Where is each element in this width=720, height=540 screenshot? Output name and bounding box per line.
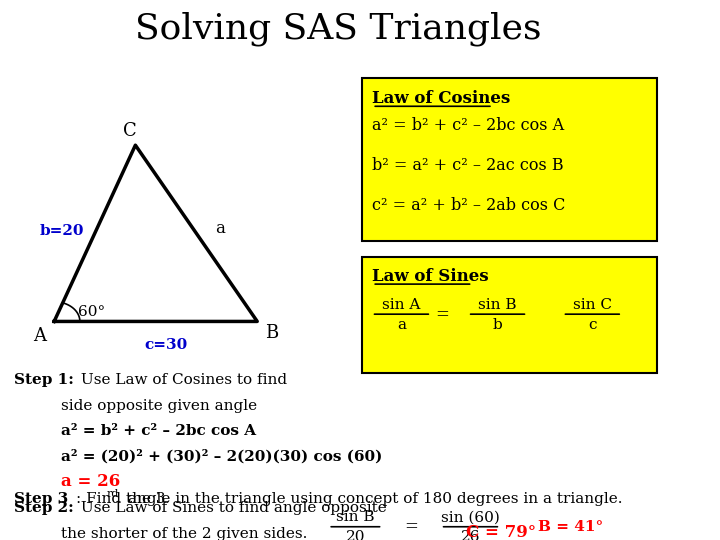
Text: a² = (20)² + (30)² – 2(20)(30) cos (60): a² = (20)² + (30)² – 2(20)(30) cos (60) [61,449,382,463]
Text: c: c [588,318,597,332]
Text: =: = [405,518,418,535]
Text: 20: 20 [346,530,365,540]
Text: C: C [123,122,137,140]
Text: 26: 26 [461,530,480,540]
Text: B: B [266,324,279,342]
Text: a² = b² + c² – 2bc cos A: a² = b² + c² – 2bc cos A [61,424,256,438]
Text: sin B: sin B [478,298,517,312]
Text: sin A: sin A [382,298,420,312]
Text: rd: rd [107,489,120,498]
Text: Use Law of Cosines to find: Use Law of Cosines to find [76,373,287,387]
Text: Use Law of Sines to find angle opposite: Use Law of Sines to find angle opposite [76,501,387,515]
Text: : Find the 3: : Find the 3 [76,492,166,506]
Text: A: A [33,327,46,345]
Text: =: = [435,306,449,323]
Text: angle in the triangle using concept of 180 degrees in a triangle.: angle in the triangle using concept of 1… [123,492,623,506]
Text: B = 41°: B = 41° [538,519,603,534]
Text: Law of Cosines: Law of Cosines [372,90,510,107]
Text: b=20: b=20 [40,224,84,238]
Text: Step 1:: Step 1: [14,373,73,387]
Text: 60°: 60° [78,305,105,319]
Text: the shorter of the 2 given sides.: the shorter of the 2 given sides. [61,527,307,540]
Text: b² = a² + c² – 2ac cos B: b² = a² + c² – 2ac cos B [372,157,564,174]
Text: Step 2:: Step 2: [14,501,73,515]
Text: Law of Sines: Law of Sines [372,268,489,285]
Text: sin C: sin C [573,298,612,312]
FancyBboxPatch shape [362,256,657,373]
Text: side opposite given angle: side opposite given angle [61,400,257,414]
Text: a² = b² + c² – 2bc cos A: a² = b² + c² – 2bc cos A [372,117,564,134]
Text: a = 26: a = 26 [61,472,120,490]
Text: sin B: sin B [336,510,374,524]
Text: Solving SAS Triangles: Solving SAS Triangles [135,11,541,46]
Text: Step 3: Step 3 [14,492,68,506]
Text: c² = a² + b² – 2ab cos C: c² = a² + b² – 2ab cos C [372,197,566,214]
FancyBboxPatch shape [362,78,657,241]
Text: a: a [397,318,406,332]
Text: b: b [492,318,503,332]
Text: sin (60): sin (60) [441,510,500,524]
Text: a: a [215,220,225,237]
Text: c=30: c=30 [144,338,187,352]
Text: C = 79°: C = 79° [466,524,536,540]
